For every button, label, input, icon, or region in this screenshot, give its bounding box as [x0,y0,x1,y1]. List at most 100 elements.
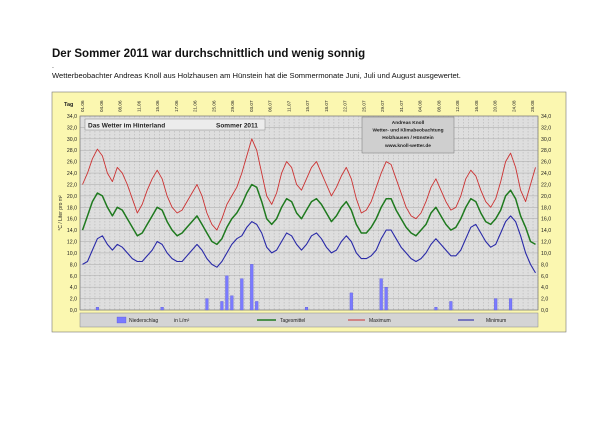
headline: Der Sommer 2011 war durchschnittlich und… [52,48,366,60]
precipitation-bar [434,306,438,311]
x-header-label: Tag [64,102,73,108]
x-tick-label: 11.06 [136,100,141,112]
x-tick-label: 22.07 [343,100,348,112]
precipitation-bar [205,298,209,311]
y-tick-label-left: 24,0 [67,171,77,177]
precipitation-bar [225,275,229,311]
title-box [84,118,266,131]
y-tick-label-left: 2,0 [70,297,77,303]
y-tick-label-right: 4,0 [541,285,548,291]
precipitation-bar [304,306,309,311]
y-tick-label-right: 24,0 [541,171,551,177]
y-tick-label-right: 26,0 [541,160,551,166]
x-tick-label: 06.07 [268,100,273,112]
precipitation-bar [240,278,244,311]
x-tick-label: 18.07 [324,100,329,112]
info-box-line: Andreas Knoll [392,120,425,126]
precipitation-bar [509,298,513,311]
y-tick-label-left: 34,0 [67,114,77,120]
maximum-line [82,138,536,231]
chart-title: Das Wetter im Hinterland [88,123,165,130]
x-tick-label: 15.07 [305,100,310,112]
legend-strip [79,312,539,328]
y-tick-label-right: 6,0 [541,274,548,280]
y-tick-label-left: 16,0 [67,217,77,223]
info-box [361,116,455,154]
season-label: Sommer 2011 [216,123,258,130]
y-tick-label-left: 28,0 [67,148,77,154]
x-tick-label: 11.07 [286,100,291,112]
y-tick-label-left: 12,0 [67,240,77,246]
x-tick-label: 03.07 [249,100,254,112]
x-tick-label: 24.08 [511,100,516,112]
y-tick-label-right: 0,0 [541,308,548,314]
y-tick-label-right: 34,0 [541,114,551,120]
y-tick-label-left: 30,0 [67,137,77,143]
legend-unit-niederschlag: in L/m² [174,318,190,324]
info-box-line: www.knoll-wetter.de [384,143,431,149]
y-tick-label-right: 12,0 [541,240,551,246]
precipitation-bar [449,301,453,311]
tagesmittel-line [81,183,536,246]
y-tick-label-right: 22,0 [541,182,551,188]
y-tick-label-left: 10,0 [67,251,77,257]
info-box-line: Wetter- und Klimabeobachtung [372,128,443,134]
y-tick-label-right: 2,0 [541,297,548,303]
x-tick-label: 12.08 [455,100,460,112]
legend-label-maximum: Maximum [369,318,391,324]
precipitation-bar [95,306,99,311]
x-tick-label: 31.07 [399,100,404,112]
legend-label-tagesmittel: Tagesmittel [280,318,305,324]
y-axis-label: °C / Liter pro m² [58,195,64,231]
x-tick-label: 04.06 [99,100,104,112]
y-tick-label-left: 4,0 [70,285,77,291]
legend-label-minimum: Minimum [486,318,506,324]
separator-dot: . [52,63,54,70]
legend-label-niederschlag: Niederschlag [129,318,158,324]
y-tick-label-right: 10,0 [541,251,551,257]
y-tick-label-right: 28,0 [541,148,551,154]
x-tick-label: 15.06 [155,100,160,112]
x-tick-label: 29.07 [380,100,385,112]
minimum-line [82,215,536,274]
y-tick-label-left: 20,0 [67,194,77,200]
x-tick-label: 01.06 [80,100,85,112]
subline: Wetterbeobachter Andreas Knoll aus Holzh… [52,71,461,80]
x-tick-label: 04.08 [418,100,423,112]
x-tick-label: 17.06 [174,100,179,112]
x-tick-label: 16.08 [474,100,479,112]
y-tick-label-right: 8,0 [541,262,548,268]
y-tick-label-left: 18,0 [67,205,77,211]
precipitation-bar [160,306,164,311]
precipitation-bar [349,292,353,311]
precipitation-bar [230,295,234,311]
y-tick-label-right: 20,0 [541,194,551,200]
x-tick-label: 28.08 [530,100,535,112]
x-tick-label: 21.06 [193,100,198,112]
y-tick-label-left: 32,0 [67,125,77,131]
y-tick-label-left: 6,0 [70,274,77,280]
y-tick-label-right: 30,0 [541,137,551,143]
y-tick-label-right: 14,0 [541,228,551,234]
y-tick-label-right: 16,0 [541,217,551,223]
x-tick-label: 25.06 [211,100,216,112]
precipitation-bar [379,278,383,311]
precipitation-bar [220,301,224,311]
y-tick-label-right: 18,0 [541,205,551,211]
y-tick-label-left: 8,0 [70,262,77,268]
y-tick-label-left: 14,0 [67,228,77,234]
y-tick-label-left: 26,0 [67,160,77,166]
x-tick-label: 08.08 [436,100,441,112]
precipitation-bar [494,298,498,311]
x-tick-label: 25.07 [361,100,366,112]
x-tick-label: 29.06 [230,100,235,112]
x-tick-label: 08.06 [118,100,123,112]
info-box-line: Holzhausen / Hünstein [382,135,434,141]
legend-swatch-niederschlag [116,316,127,324]
precipitation-bar [255,301,259,311]
precipitation-bar [384,287,388,311]
x-tick-label: 20.08 [493,100,498,112]
y-tick-label-left: 22,0 [67,182,77,188]
y-tick-label-left: 0,0 [70,308,77,314]
